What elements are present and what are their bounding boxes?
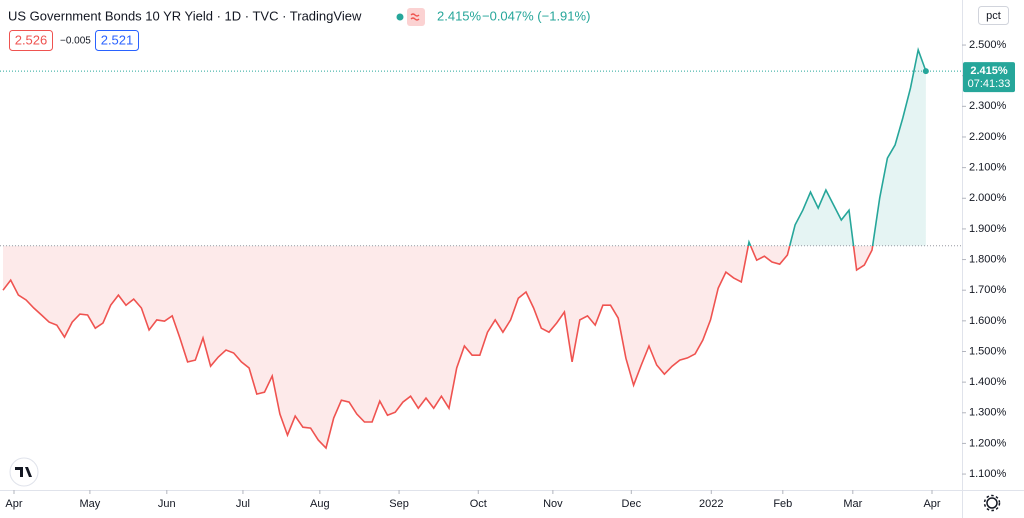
x-tick-label: Nov [543,498,563,510]
x-tick-label: Jun [158,498,176,510]
y-tick-label: 2.000% [969,192,1007,204]
x-tick-label: Mar [843,498,862,510]
x-tick-label: 2022 [699,498,723,510]
symbol-title: US Government Bonds 10 YR Yield · 1D · T… [8,8,362,23]
y-tick-label: 1.300% [969,407,1007,419]
y-tick-label: 1.200% [969,437,1007,449]
ask-value: 2.521 [101,32,134,47]
y-tick-label: 1.500% [969,345,1007,357]
x-tick-label: Dec [622,498,642,510]
market-icon-glyph [410,13,420,21]
bid-value: 2.526 [15,32,48,47]
x-tick-label: Oct [470,498,487,510]
last-value: 2.415% [437,8,482,23]
settings-icon[interactable] [983,494,1001,512]
x-tick-label: May [80,498,101,510]
scale-button[interactable] [978,6,1009,25]
x-tick-label: Aug [310,498,330,510]
tv-logo [9,457,39,487]
y-tick-label: 2.100% [969,162,1007,174]
change-value: −0.047% (−1.91%) [482,8,590,23]
y-tick-label: 1.900% [969,223,1007,235]
y-tick-label: 2.500% [969,39,1007,51]
y-tick-label: 1.600% [969,315,1007,327]
countdown-label: 07:41:33 [968,78,1011,90]
baseline-area [2,49,926,449]
x-tick-label: Jul [236,498,250,510]
status-dot [396,13,404,21]
y-tick-label: 2.200% [969,131,1007,143]
y-tick-label: 1.700% [969,284,1007,296]
y-tick-label: 2.300% [969,100,1007,112]
y-tick-label: 1.100% [969,468,1007,480]
price-line [2,46,927,450]
x-tick-label: Feb [773,498,792,510]
scale-label: pct [986,10,1001,22]
last-point [922,68,929,75]
last-price-label: 2.415% [970,65,1008,77]
y-tick-label: 1.400% [969,376,1007,388]
x-tick-label: Apr [5,498,22,510]
y-tick-label: 1.800% [969,253,1007,265]
spread-value: −0.005 [60,36,91,47]
bid-box[interactable] [9,30,53,51]
x-tick-label: Sep [389,498,409,510]
last-price-box [963,62,1015,93]
x-tick-label: Apr [923,498,940,510]
ask-box[interactable] [95,30,139,51]
market-icon [407,8,425,26]
